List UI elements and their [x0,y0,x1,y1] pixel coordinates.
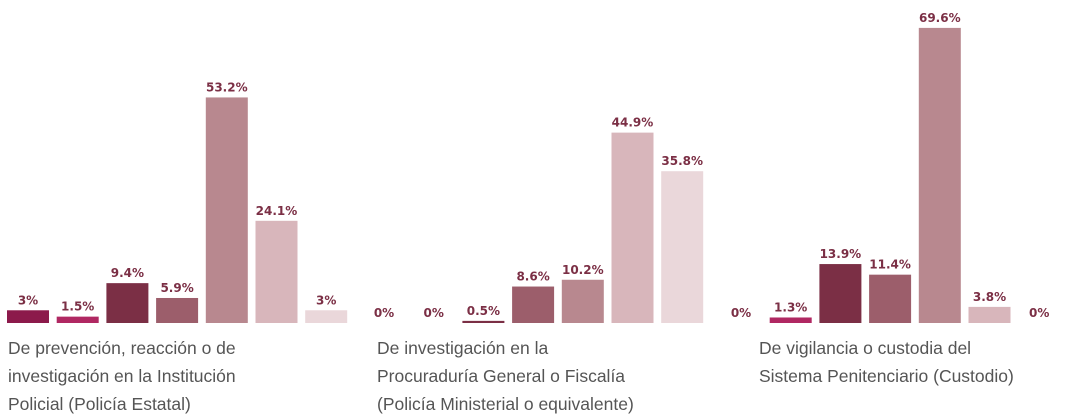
chart-caption: De vigilancia o custodia del [759,338,971,358]
bar [968,306,1011,323]
value-label: 35.8% [661,154,703,168]
bar [512,286,555,323]
value-label: 44.9% [612,116,654,130]
value-label: 13.9% [820,247,862,261]
bar [255,220,298,323]
value-label: 1.3% [774,300,807,314]
bar [661,171,704,323]
value-label: 0% [731,306,751,320]
chart-caption: Sistema Penitenciario (Custodio) [759,366,1014,386]
value-label: 0% [1029,306,1049,320]
bar [611,132,654,323]
bar [7,310,49,323]
bar [305,310,348,323]
bar [205,97,248,323]
chart-caption: Procuraduría General o Fiscalía [377,366,625,386]
value-label: 3% [18,293,38,307]
value-label: 11.4% [869,258,911,272]
chart-caption: Policial (Policía Estatal) [8,394,191,414]
bar [462,320,505,323]
value-label: 10.2% [562,263,604,277]
value-label: 24.1% [256,204,298,218]
chart-caption: investigación en la Institución [8,366,236,386]
value-label: 53.2% [206,80,248,94]
value-label: 0.5% [467,304,500,318]
bar [769,317,812,323]
chart-caption: De investigación en la [377,338,548,358]
bar [819,264,862,323]
value-label: 0% [424,306,444,320]
value-label: 1.5% [61,300,94,314]
value-label: 3% [316,293,336,307]
chart-caption: De prevención, reacción o de [8,338,236,358]
value-label: 69.6% [919,11,961,25]
value-label: 5.9% [160,281,193,295]
value-label: 0% [374,306,394,320]
bar [56,316,99,323]
chart-caption: (Policía Ministerial o equivalente) [377,394,634,414]
bar [918,27,961,324]
value-label: 8.6% [516,270,549,284]
value-label: 3.8% [973,290,1006,304]
value-label: 9.4% [111,266,144,280]
bar [561,279,604,323]
bar [156,297,199,323]
bar [106,283,149,323]
bar [869,274,912,323]
